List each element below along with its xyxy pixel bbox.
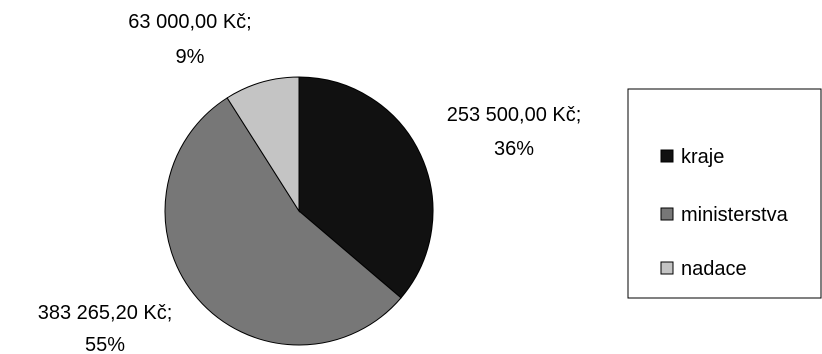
data-label-value-ministerstva: 383 265,20 Kč; — [38, 302, 173, 324]
data-label-percent-kraje: 36% — [494, 138, 534, 160]
data-label-value-nadace: 63 000,00 Kč; — [128, 11, 251, 33]
pie-slice-kraje — [298, 76, 434, 299]
pie-slices — [164, 76, 434, 346]
legend-box — [627, 88, 822, 299]
legend-swatch-nadace — [660, 261, 674, 275]
data-label-percent-ministerstva: 55% — [85, 334, 125, 354]
legend: kraje ministerstva nadace — [627, 88, 822, 299]
legend-label-ministerstva: ministerstva — [681, 204, 789, 226]
legend-label-nadace: nadace — [681, 258, 747, 280]
pie-slice-ministerstva — [164, 97, 402, 346]
legend-label-kraje: kraje — [681, 146, 724, 168]
data-label-percent-nadace: 9% — [176, 46, 205, 68]
legend-swatch-kraje — [660, 149, 674, 163]
data-label-value-kraje: 253 500,00 Kč; — [447, 104, 582, 126]
legend-swatch-ministerstva — [660, 207, 674, 221]
pie-slice-nadace — [226, 76, 300, 213]
